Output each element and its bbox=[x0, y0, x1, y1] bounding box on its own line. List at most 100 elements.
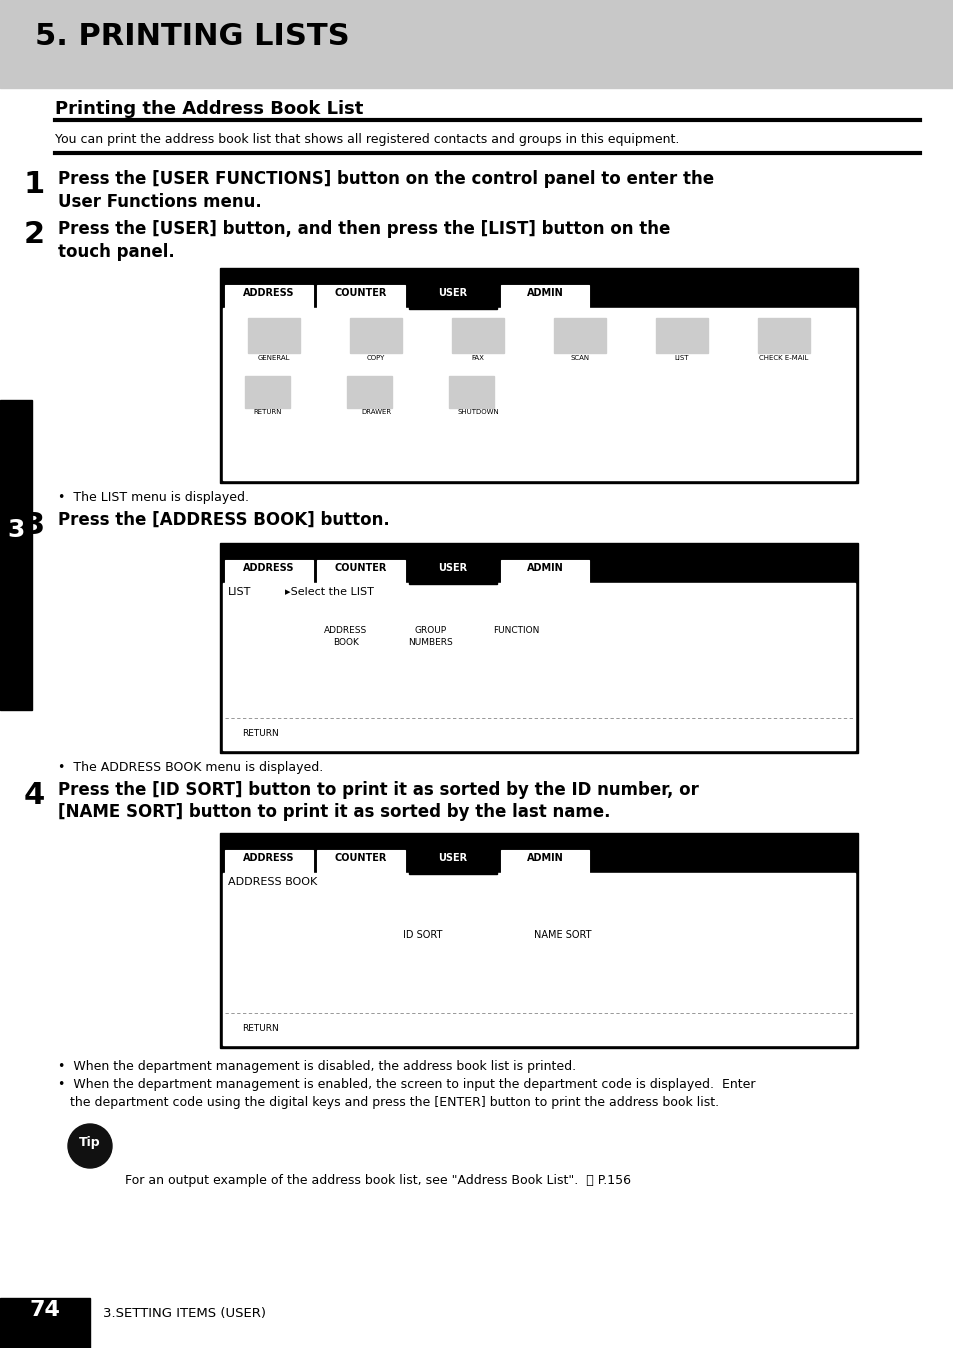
Text: Press the [ADDRESS BOOK] button.: Press the [ADDRESS BOOK] button. bbox=[58, 511, 390, 528]
Bar bbox=[350, 318, 401, 353]
Text: RETURN: RETURN bbox=[242, 729, 278, 737]
Text: •  The ADDRESS BOOK menu is displayed.: • The ADDRESS BOOK menu is displayed. bbox=[58, 762, 323, 774]
Text: USER: USER bbox=[438, 853, 467, 863]
Bar bbox=[500, 284, 588, 309]
Bar bbox=[230, 371, 305, 419]
Text: FUNCTION: FUNCTION bbox=[493, 625, 538, 635]
Bar bbox=[245, 376, 290, 408]
Text: COUNTER: COUNTER bbox=[335, 853, 387, 863]
Bar bbox=[248, 318, 299, 353]
Text: Press the [USER] button, and then press the [LIST] button on the: Press the [USER] button, and then press … bbox=[58, 220, 670, 239]
Text: [NAME SORT] button to print it as sorted by the last name.: [NAME SORT] button to print it as sorted… bbox=[58, 803, 610, 821]
Bar bbox=[223, 874, 854, 1045]
Bar bbox=[519, 923, 604, 953]
Bar bbox=[223, 307, 854, 480]
Text: 3: 3 bbox=[24, 511, 45, 541]
Bar bbox=[452, 318, 503, 353]
Bar bbox=[0, 400, 32, 710]
Bar bbox=[656, 318, 707, 353]
Text: GENERAL: GENERAL bbox=[257, 355, 290, 361]
Bar bbox=[223, 582, 854, 749]
Text: NAME SORT: NAME SORT bbox=[533, 930, 591, 940]
Bar bbox=[316, 559, 405, 584]
Bar bbox=[228, 1020, 293, 1042]
Text: 74: 74 bbox=[30, 1299, 60, 1320]
Bar bbox=[500, 559, 588, 584]
Bar bbox=[395, 617, 467, 656]
Text: ID SORT: ID SORT bbox=[402, 930, 442, 940]
Text: USER: USER bbox=[438, 288, 467, 298]
Bar bbox=[332, 371, 419, 419]
Text: Tip: Tip bbox=[79, 1136, 101, 1148]
Text: Printing the Address Book List: Printing the Address Book List bbox=[55, 100, 363, 119]
Text: You can print the address book list that shows all registered contacts and group: You can print the address book list that… bbox=[55, 133, 679, 146]
Text: ADDRESS BOOK: ADDRESS BOOK bbox=[228, 878, 317, 887]
Text: For an output example of the address book list, see "Address Book List".  ⎓ P.15: For an output example of the address boo… bbox=[125, 1174, 630, 1188]
Text: SHUTDOWN: SHUTDOWN bbox=[456, 408, 498, 415]
Text: RETURN: RETURN bbox=[242, 1024, 278, 1033]
Bar bbox=[740, 313, 827, 365]
Bar bbox=[310, 617, 381, 656]
Bar bbox=[225, 851, 313, 874]
Bar bbox=[0, 0, 953, 88]
Bar bbox=[379, 923, 464, 953]
Bar bbox=[638, 313, 725, 365]
Bar bbox=[220, 543, 857, 754]
Bar bbox=[434, 371, 521, 419]
Bar bbox=[230, 313, 317, 365]
Text: 2: 2 bbox=[24, 220, 45, 249]
Text: ADDRESS: ADDRESS bbox=[243, 853, 294, 863]
Text: •  The LIST menu is displayed.: • The LIST menu is displayed. bbox=[58, 491, 249, 504]
Bar bbox=[758, 318, 809, 353]
Text: ▸Select the LIST: ▸Select the LIST bbox=[285, 586, 374, 597]
Bar bbox=[409, 559, 497, 584]
Text: DRAWER: DRAWER bbox=[360, 408, 391, 415]
Bar bbox=[332, 313, 419, 365]
Bar bbox=[409, 284, 497, 309]
Bar bbox=[347, 376, 392, 408]
Text: •  When the department management is enabled, the screen to input the department: • When the department management is enab… bbox=[58, 1078, 755, 1091]
Text: FAX: FAX bbox=[471, 355, 484, 361]
Text: the department code using the digital keys and press the [ENTER] button to print: the department code using the digital ke… bbox=[58, 1096, 719, 1109]
Bar bbox=[0, 1298, 90, 1348]
Bar bbox=[225, 559, 313, 584]
Bar bbox=[316, 851, 405, 874]
Bar bbox=[220, 268, 857, 483]
Text: •  When the department management is disabled, the address book list is printed.: • When the department management is disa… bbox=[58, 1060, 576, 1073]
Text: ADDRESS
BOOK: ADDRESS BOOK bbox=[324, 625, 367, 647]
Bar bbox=[449, 376, 494, 408]
Text: 5. PRINTING LISTS: 5. PRINTING LISTS bbox=[35, 22, 349, 51]
Bar bbox=[434, 313, 521, 365]
Text: CHECK E-MAIL: CHECK E-MAIL bbox=[759, 355, 808, 361]
Text: touch panel.: touch panel. bbox=[58, 243, 174, 262]
Bar bbox=[479, 617, 552, 656]
Text: ADMIN: ADMIN bbox=[526, 853, 563, 863]
Text: ADDRESS: ADDRESS bbox=[243, 288, 294, 298]
Text: ADMIN: ADMIN bbox=[526, 288, 563, 298]
Text: RETURN: RETURN bbox=[253, 408, 281, 415]
Bar bbox=[228, 725, 293, 747]
Text: LIST: LIST bbox=[674, 355, 688, 361]
Text: ADDRESS: ADDRESS bbox=[243, 563, 294, 573]
Text: USER: USER bbox=[438, 563, 467, 573]
Text: 4: 4 bbox=[24, 780, 45, 810]
Text: User Functions menu.: User Functions menu. bbox=[58, 193, 261, 212]
Bar bbox=[220, 833, 857, 1047]
Text: ADMIN: ADMIN bbox=[526, 563, 563, 573]
Text: SCAN: SCAN bbox=[570, 355, 589, 361]
Text: LIST: LIST bbox=[228, 586, 251, 597]
Text: 3: 3 bbox=[8, 518, 25, 542]
Text: GROUP
NUMBERS: GROUP NUMBERS bbox=[408, 625, 453, 647]
Text: 1: 1 bbox=[24, 170, 45, 200]
Bar bbox=[409, 851, 497, 874]
Text: COUNTER: COUNTER bbox=[335, 288, 387, 298]
Text: Press the [ID SORT] button to print it as sorted by the ID number, or: Press the [ID SORT] button to print it a… bbox=[58, 780, 699, 799]
Text: Press the [USER FUNCTIONS] button on the control panel to enter the: Press the [USER FUNCTIONS] button on the… bbox=[58, 170, 714, 187]
Bar bbox=[316, 284, 405, 309]
Text: 3.SETTING ITEMS (USER): 3.SETTING ITEMS (USER) bbox=[103, 1308, 266, 1320]
Bar bbox=[500, 851, 588, 874]
Text: COUNTER: COUNTER bbox=[335, 563, 387, 573]
Bar bbox=[554, 318, 605, 353]
Bar bbox=[225, 284, 313, 309]
Circle shape bbox=[68, 1124, 112, 1167]
